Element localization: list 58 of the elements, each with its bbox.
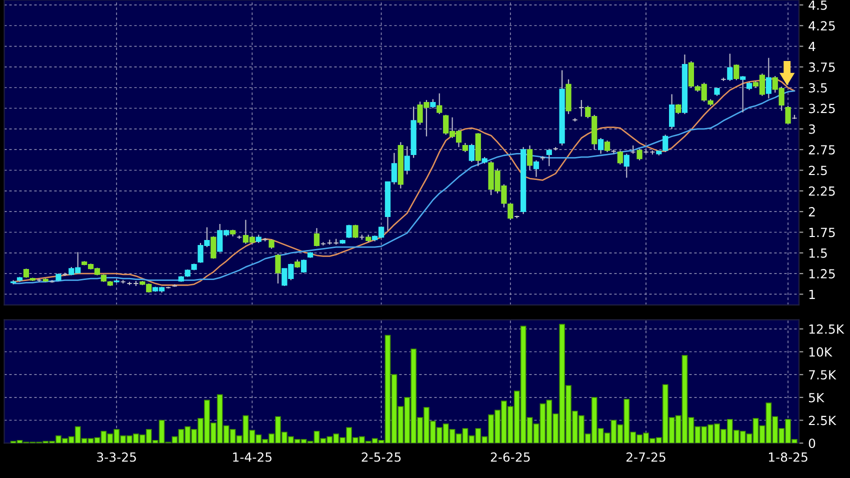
- y-tick-label: 2.75: [808, 145, 835, 155]
- candlestick: [675, 104, 682, 115]
- candlestick: [610, 149, 617, 154]
- candlestick: [462, 142, 468, 153]
- y-tick-label: 3.25: [808, 104, 835, 114]
- candlestick: [617, 150, 623, 166]
- candlestick: [430, 98, 436, 109]
- candlestick: [533, 160, 540, 178]
- y-tick-label: 1.25: [809, 269, 835, 278]
- x-tick-label: 2-5-25: [362, 452, 401, 462]
- candlestick: [268, 239, 274, 250]
- candlestick: [301, 258, 307, 274]
- y-tick-label: 3: [808, 124, 815, 134]
- y-tick-label: 2: [808, 207, 815, 216]
- candlestick: [734, 64, 740, 81]
- candlestick: [624, 153, 630, 178]
- y-tick-label: 2.5K: [808, 416, 836, 426]
- y-tick-label: 12.5K: [809, 324, 844, 334]
- y-tick-label: 3.75: [808, 62, 835, 72]
- y-tick-label: 10K: [809, 347, 832, 357]
- candlestick: [436, 92, 442, 115]
- x-tick-label: 2-6-25: [490, 452, 530, 462]
- y-tick-label: 0: [808, 438, 816, 448]
- y-tick-label: 2.25: [808, 186, 835, 196]
- x-tick-label: 1-4-25: [233, 452, 272, 462]
- candlestick: [546, 148, 552, 167]
- candlestick: [669, 94, 675, 130]
- y-tick-label: 1: [809, 290, 815, 299]
- y-tick-label: 4.25: [808, 21, 835, 31]
- y-tick-label: 1.5: [809, 248, 827, 258]
- y-tick-label: 2.5: [808, 166, 827, 176]
- candlestick: [468, 143, 474, 163]
- y-tick-label: 4: [808, 42, 816, 52]
- candlestick: [662, 134, 668, 153]
- y-tick-label: 3.5: [808, 83, 827, 93]
- candlestick: [785, 105, 791, 125]
- candlestick: [727, 53, 733, 82]
- x-tick-label: 1-8-25: [768, 452, 808, 462]
- candlestick: [526, 144, 533, 171]
- candlestick: [404, 146, 410, 175]
- candlestick: [314, 228, 320, 247]
- x-tick-label: 2-7-25: [626, 452, 666, 462]
- y-tick-label: 1.75: [809, 228, 835, 238]
- candlestick: [236, 234, 242, 240]
- candlestick: [598, 137, 604, 154]
- y-tick-label: 7.5K: [809, 370, 836, 380]
- candlestick: [578, 99, 584, 118]
- y-tick-label: 4.5: [808, 0, 827, 10]
- y-tick-label: 5K: [808, 393, 824, 402]
- candlestick: [740, 75, 746, 113]
- candlestick: [604, 140, 610, 153]
- candlestick: [275, 253, 281, 284]
- candlestick: [688, 60, 694, 88]
- candlestick: [766, 57, 772, 99]
- candlestick: [636, 148, 642, 161]
- candlestick: [346, 224, 352, 239]
- x-tick-label: 3-3-25: [97, 452, 136, 462]
- candlestick: [352, 224, 358, 239]
